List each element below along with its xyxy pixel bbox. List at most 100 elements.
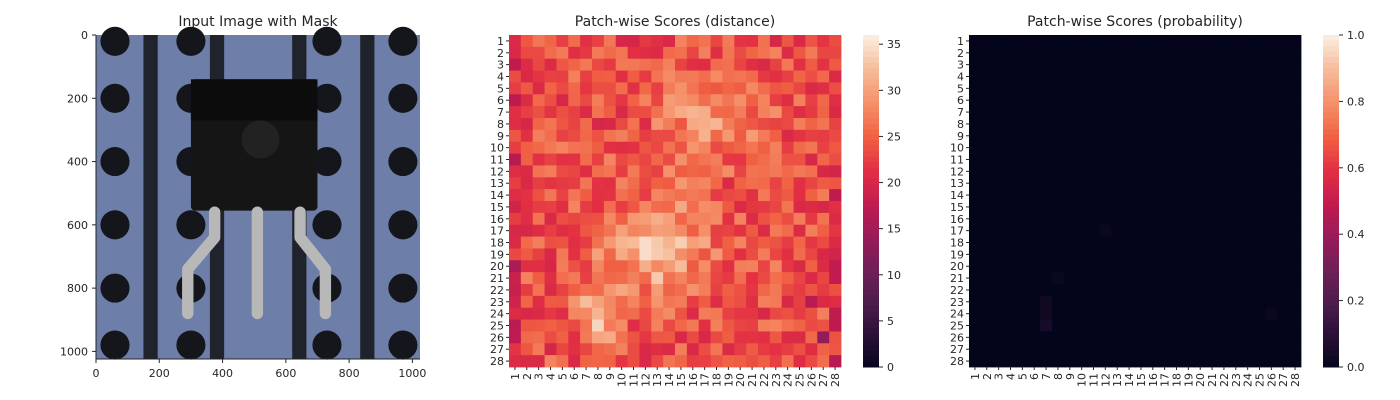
colorbar-segment xyxy=(863,46,879,53)
heatmap-cell xyxy=(1052,284,1065,297)
heatmap-cell xyxy=(651,70,664,83)
heatmap-cell xyxy=(1146,58,1160,71)
heatmap-cell xyxy=(722,82,735,95)
heatmap-cell xyxy=(686,272,700,285)
heatmap-cell xyxy=(1063,70,1077,83)
heatmap-cell xyxy=(1135,58,1148,71)
heatmap-cell xyxy=(1052,248,1065,261)
heatmap-cell xyxy=(1194,70,1207,83)
heatmap-cell xyxy=(615,189,628,202)
heatmap-cell xyxy=(509,343,522,356)
heatmap-cell xyxy=(603,189,617,202)
heatmap-cell xyxy=(627,94,640,107)
heatmap-cell xyxy=(627,284,640,297)
heatmap-cell xyxy=(1111,153,1124,166)
heatmap-cell xyxy=(746,236,759,249)
heatmap-cell xyxy=(509,46,522,60)
heatmap-cell xyxy=(592,118,605,131)
heatmap-cell xyxy=(817,343,830,356)
heatmap-cell xyxy=(758,307,771,320)
heatmap-cell xyxy=(1241,58,1254,71)
heatmap-cell xyxy=(1111,248,1124,261)
heatmap-cell xyxy=(615,260,628,273)
heatmap-cell xyxy=(817,165,830,178)
heatmap-cell xyxy=(793,129,806,143)
heatmap-cell xyxy=(1241,201,1254,214)
heatmap-cell xyxy=(592,35,605,48)
heatmap-cell xyxy=(544,355,557,368)
heatmap-cell xyxy=(1016,284,1029,297)
heatmap-cell xyxy=(734,165,747,178)
heatmap-cell xyxy=(1087,201,1100,214)
heatmap-cell xyxy=(568,224,581,237)
heatmap-cell xyxy=(805,58,818,71)
heatmap-cell xyxy=(520,106,534,119)
heatmap-cell xyxy=(592,236,605,249)
heatmap-cell xyxy=(615,224,628,237)
x-tick-label: 12 xyxy=(1099,373,1112,387)
y-tick-label: 18 xyxy=(950,237,964,250)
colorbar-segment xyxy=(863,140,879,147)
heatmap-cell xyxy=(1253,272,1266,285)
heatmap-cell xyxy=(568,248,581,261)
y-tick-label: 2 xyxy=(957,47,964,60)
heatmap-cell xyxy=(805,201,818,214)
heatmap-cell xyxy=(734,94,747,107)
heatmap-cell xyxy=(544,272,557,285)
x-tick-label: 14 xyxy=(1123,373,1136,387)
heatmap-cell xyxy=(746,129,759,143)
heatmap-cell xyxy=(1206,82,1219,95)
colorbar-segment xyxy=(863,272,879,279)
heatmap-cell xyxy=(1087,189,1100,202)
heatmap-cell xyxy=(781,319,794,332)
heatmap-cell xyxy=(793,343,806,356)
heatmap-cell xyxy=(1265,284,1278,297)
heatmap-cell xyxy=(627,201,640,214)
heatmap-cell xyxy=(1170,35,1183,48)
heatmap-cell xyxy=(1182,82,1195,95)
colorbar-segment xyxy=(863,167,879,174)
heatmap-cell xyxy=(1265,82,1278,95)
heatmap-cell xyxy=(544,224,557,237)
y-tick-label: 25 xyxy=(950,320,964,333)
colorbar-segment xyxy=(863,112,879,119)
heatmap-cell xyxy=(568,177,581,190)
colorbar-segment xyxy=(863,151,879,158)
x-tick-label: 5 xyxy=(1016,373,1029,380)
heatmap-cell xyxy=(1146,177,1160,190)
heatmap-cell xyxy=(980,319,994,332)
heatmap-cell xyxy=(734,201,747,214)
heatmap-cell xyxy=(734,331,747,344)
heatmap-cell xyxy=(603,260,617,273)
y-tick-label: 23 xyxy=(950,296,964,309)
heatmap-cell xyxy=(639,319,652,332)
heatmap-cell xyxy=(969,118,982,131)
x-tick-label: 20 xyxy=(734,373,747,387)
heatmap-cell xyxy=(980,165,994,178)
heatmap-cell xyxy=(829,35,842,48)
heatmap-cell xyxy=(686,141,700,154)
x-tick-label: 13 xyxy=(1111,373,1124,387)
heatmap-cell xyxy=(1170,165,1183,178)
heatmap-cell xyxy=(686,129,700,143)
heatmap-cell xyxy=(769,236,783,249)
heatmap-cell xyxy=(520,58,534,71)
heatmap-cell xyxy=(639,129,652,143)
heatmap-cell xyxy=(627,331,640,344)
heatmap-cell xyxy=(651,94,664,107)
heatmap-cell xyxy=(1170,319,1183,332)
heatmap-cell xyxy=(1099,284,1112,297)
heatmap-cell xyxy=(1158,46,1171,60)
heatmap-cell xyxy=(686,295,700,309)
heatmap-cell xyxy=(663,189,676,202)
heatmap-cell xyxy=(769,260,783,273)
heatmap-cell xyxy=(556,129,569,143)
heatmap-cell xyxy=(1063,118,1077,131)
heatmap-cell xyxy=(1040,260,1053,273)
heatmap-cell xyxy=(980,331,994,344)
heatmap-cell xyxy=(580,118,593,131)
heatmap-cell xyxy=(1075,46,1088,60)
colorbar-segment xyxy=(1323,184,1339,191)
heatmap-cell xyxy=(722,272,735,285)
